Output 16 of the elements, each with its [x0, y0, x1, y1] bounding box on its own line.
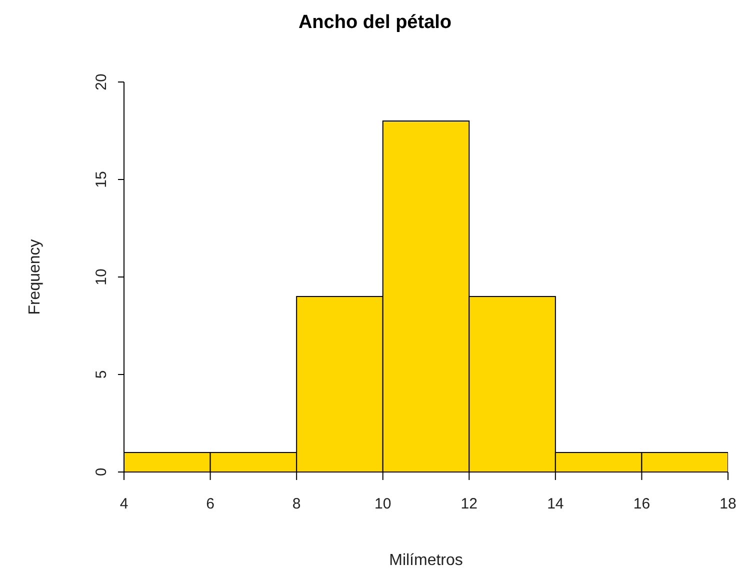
y-tick-label: 15	[93, 171, 110, 188]
y-tick-label: 0	[93, 468, 110, 476]
y-tick-label: 10	[93, 268, 110, 286]
x-tick-label: 6	[206, 496, 214, 513]
y-axis-title: Frequency	[26, 239, 44, 315]
x-tick-label: 18	[720, 496, 736, 513]
chart-title: Ancho del pétalo	[297, 12, 453, 34]
x-tick-label: 16	[633, 496, 650, 513]
y-tick-label: 5	[93, 370, 110, 379]
x-tick-label: 14	[547, 496, 564, 513]
x-tick-label: 10	[374, 496, 392, 513]
y-tick-label: 20	[93, 74, 110, 90]
x-tick-label: 12	[460, 496, 478, 513]
x-tick-label: 8	[292, 496, 301, 513]
x-axis-title: Milímetros	[388, 552, 464, 570]
x-tick-label: 4	[120, 496, 128, 513]
